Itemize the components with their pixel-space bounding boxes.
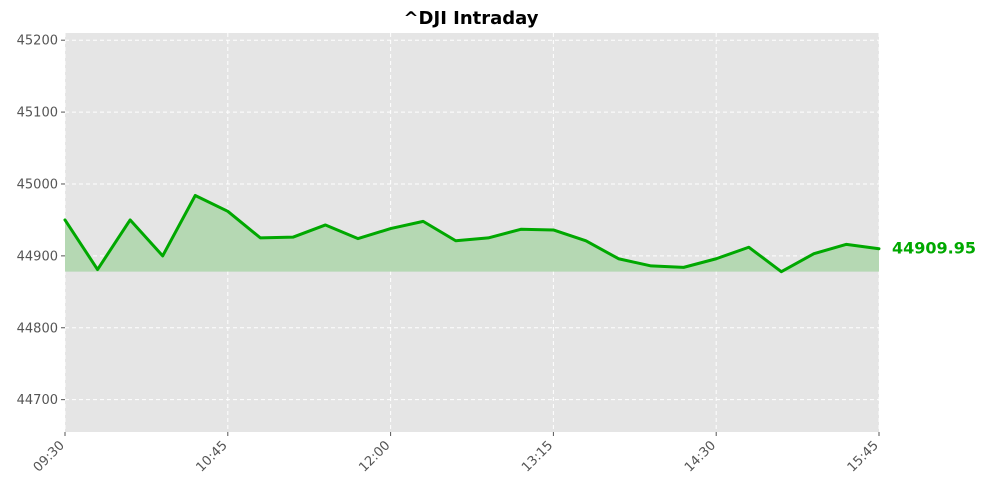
data-point [259, 236, 262, 239]
x-tick-label: 09:30 [31, 438, 68, 475]
y-tick-label: 45100 [17, 106, 58, 121]
x-axis: 09:30 10:45 12:00 13:15 14:30 15:45 [31, 432, 882, 475]
x-tick-label: 13:15 [519, 438, 556, 475]
x-tick-label: 15:45 [845, 438, 882, 475]
data-point [780, 270, 783, 273]
data-point [161, 254, 164, 257]
y-tick-label: 44800 [17, 321, 58, 336]
area-fill-layer [65, 195, 879, 272]
data-point [422, 220, 425, 223]
data-point [715, 257, 718, 260]
area-fill [65, 195, 879, 272]
data-point [878, 247, 881, 250]
data-point [812, 252, 815, 255]
data-point [519, 228, 522, 231]
data-point [845, 243, 848, 246]
data-point [454, 239, 457, 242]
y-tick-label: 45000 [17, 177, 58, 192]
data-point [650, 264, 653, 267]
data-point [357, 237, 360, 240]
data-point [487, 236, 490, 239]
chart-title: ^DJI Intraday [403, 8, 538, 29]
series-line [63, 193, 881, 274]
data-point [96, 268, 99, 271]
data-point [64, 218, 67, 221]
data-point [291, 236, 294, 239]
data-point [324, 223, 327, 226]
x-tick-label: 14:30 [682, 438, 719, 475]
data-point [584, 239, 587, 242]
data-point [682, 266, 685, 269]
last-value-label: 44909.95 [892, 239, 976, 258]
data-point [389, 227, 392, 230]
data-point [552, 228, 555, 231]
data-point [747, 246, 750, 249]
y-axis: 44700 44800 44900 45000 45100 45200 [17, 34, 65, 408]
x-tick-label: 12:00 [356, 438, 393, 475]
y-tick-label: 44700 [17, 393, 58, 408]
data-point [194, 194, 197, 197]
data-point [129, 218, 132, 221]
data-point [617, 257, 620, 260]
data-point [226, 210, 229, 213]
y-tick-label: 44900 [17, 249, 58, 264]
series-line-layer [63, 193, 881, 274]
y-tick-label: 45200 [17, 34, 58, 49]
x-tick-label: 10:45 [194, 438, 231, 475]
